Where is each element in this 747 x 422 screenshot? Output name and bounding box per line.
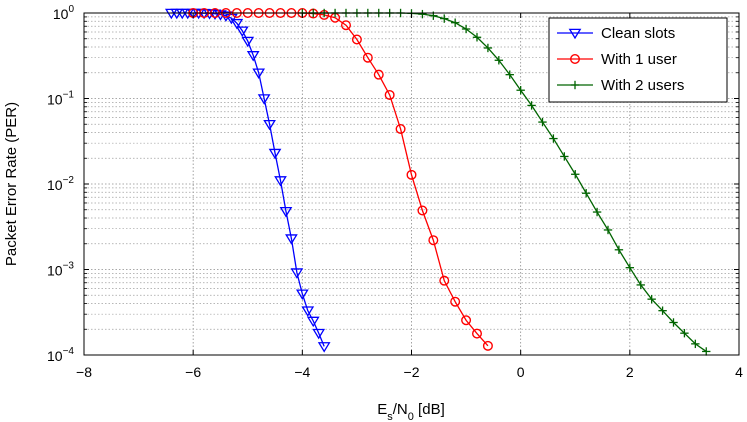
tick-labels: −8 −6 −4 −2 0 2 4 10−4 10−3 10−2 10−1 100 [47, 4, 743, 380]
y-tick-label: 10−4 [47, 346, 74, 364]
data-point-with-2-users [461, 24, 471, 34]
data-point-clean-slots [225, 13, 238, 25]
data-point-with-2-users [658, 306, 667, 315]
x-tick-label: −8 [76, 364, 92, 380]
data-point-with-1-user [461, 315, 472, 326]
data-point-with-2-users [472, 33, 482, 42]
data-point-with-2-users [538, 117, 547, 127]
data-point-with-2-users [691, 339, 700, 349]
data-point-clean-slots [246, 51, 260, 62]
data-point-clean-slots [252, 68, 266, 79]
data-point-with-2-users [592, 207, 602, 217]
data-point-with-1-user [450, 296, 461, 307]
legend-label: With 2 users [601, 77, 684, 94]
data-point-with-2-users [680, 328, 689, 338]
data-point-clean-slots [235, 26, 249, 37]
data-point-with-2-users [669, 318, 678, 327]
legend-marker [568, 28, 582, 40]
x-axis-label-tail: [dB] [414, 401, 445, 418]
data-point-clean-slots [263, 119, 276, 131]
x-axis-label-base: E [377, 401, 387, 418]
data-point-clean-slots [257, 94, 271, 105]
data-point-with-2-users [571, 170, 580, 179]
data-point-with-2-users [483, 43, 493, 53]
x-axis-label-sub1: s [387, 411, 393, 422]
data-point-with-2-users [647, 294, 656, 304]
data-point-with-2-users [549, 134, 558, 143]
x-tick-label: 2 [626, 364, 634, 380]
data-point-with-2-users [636, 280, 645, 290]
data-point-with-2-users [440, 14, 449, 23]
data-point-clean-slots [317, 342, 331, 353]
data-point-with-2-users [560, 152, 569, 161]
x-tick-label: 0 [517, 364, 525, 380]
data-point-clean-slots [230, 18, 244, 30]
data-point-with-1-user [384, 89, 395, 100]
axis-ticks [83, 12, 740, 356]
legend: Clean slots With 1 user With 2 users [548, 17, 728, 103]
x-tick-label: 4 [735, 364, 743, 380]
data-point-with-2-users [581, 189, 591, 198]
data-point-with-2-users [418, 9, 427, 19]
data-point-clean-slots [312, 328, 326, 340]
x-axis-label-sub2: 0 [408, 411, 414, 422]
data-point-with-2-users [494, 56, 504, 65]
data-point-clean-slots [306, 316, 320, 328]
y-tick-label: 10−2 [47, 175, 74, 193]
y-tick-label: 10−1 [47, 90, 74, 108]
data-point-with-1-user [351, 34, 362, 45]
x-tick-label: −4 [294, 364, 310, 380]
x-tick-label: −2 [404, 364, 420, 380]
data-point-with-2-users [603, 225, 613, 235]
data-point-with-1-user [395, 123, 406, 134]
data-point-with-2-users [505, 70, 514, 79]
data-point-with-1-user [373, 69, 384, 80]
data-point-clean-slots [290, 268, 304, 279]
y-tick-label: 10−3 [47, 261, 74, 279]
data-point-clean-slots [268, 148, 282, 160]
data-point-clean-slots [285, 234, 298, 245]
data-point-with-2-users [625, 263, 635, 272]
data-point-with-1-user [362, 52, 373, 63]
legend-marker [570, 80, 580, 90]
data-point-with-1-user [482, 340, 493, 351]
data-point-clean-slots [295, 289, 309, 300]
data-point-with-2-users [527, 101, 536, 110]
x-tick-label: −6 [185, 364, 201, 380]
data-point-with-1-user [341, 20, 352, 31]
data-point-with-1-user [439, 275, 450, 286]
data-point-clean-slots [301, 306, 315, 317]
data-point-with-2-users [702, 347, 711, 356]
data-point-with-1-user [472, 328, 483, 339]
data-point-clean-slots [279, 206, 293, 218]
data-point-with-2-users [450, 18, 460, 27]
y-axis-label: Packet Error Rate (PER) [3, 102, 20, 266]
data-point-with-1-user [428, 235, 439, 246]
data-point-clean-slots [241, 36, 255, 48]
data-point-with-2-users [516, 86, 525, 95]
data-point-with-1-user [406, 169, 417, 180]
legend-item-with-1-user: With 1 user [557, 51, 677, 68]
legend-label: Clean slots [601, 25, 675, 42]
legend-item-with-2-users: With 2 users [557, 77, 684, 94]
data-point-with-2-users [614, 245, 624, 254]
legend-marker [570, 54, 581, 65]
grid-lines [84, 13, 739, 355]
x-axis-label-mid: /N [393, 401, 408, 418]
data-point-clean-slots [274, 176, 287, 187]
legend-item-clean-slots: Clean slots [557, 25, 675, 42]
data-point-with-1-user [417, 205, 428, 216]
x-axis-label: Es/N0 [dB] [377, 401, 445, 422]
y-tick-label: 100 [53, 4, 75, 22]
legend-label: With 1 user [601, 51, 677, 68]
